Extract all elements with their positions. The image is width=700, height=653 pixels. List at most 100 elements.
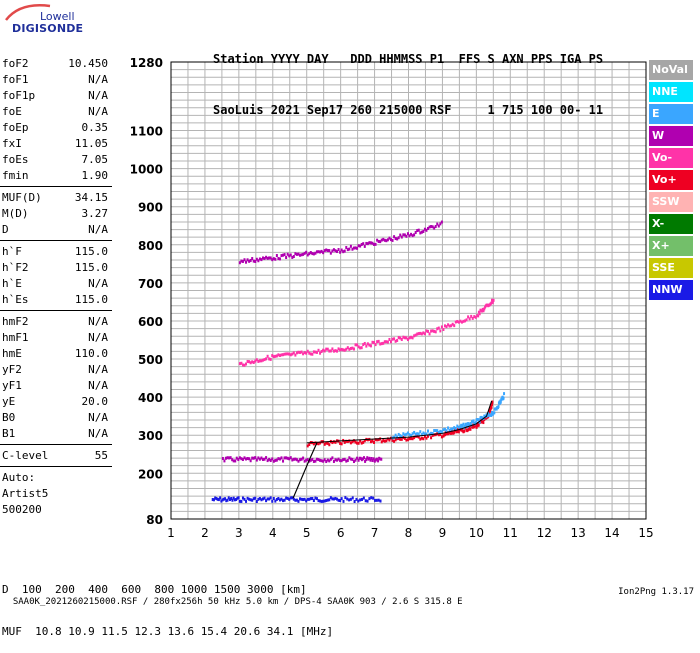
echo-point xyxy=(348,347,351,351)
echo-point xyxy=(223,459,226,463)
echo-point xyxy=(406,438,409,442)
echo-point xyxy=(351,440,354,444)
echo-point xyxy=(219,496,222,500)
echo-point xyxy=(230,496,233,500)
echo-point xyxy=(320,499,323,503)
x-tick-label: 10 xyxy=(469,526,484,540)
echo-point xyxy=(376,340,379,344)
param-row: B1 N/A xyxy=(2,427,108,440)
param-row: foEs 7.05 xyxy=(2,153,108,166)
legend-item: X- xyxy=(649,214,693,234)
y-tick-label: 1100 xyxy=(130,125,163,139)
header-line-1: Station YYYY DAY DDD HHMMSS P1 FFS S AXN… xyxy=(213,52,604,66)
echo-point xyxy=(271,258,274,262)
legend-item: NNE xyxy=(649,82,693,102)
echo-point xyxy=(322,499,325,503)
echo-point xyxy=(251,360,254,364)
echo-point xyxy=(491,298,494,302)
y-tick-label: 1280 xyxy=(130,56,163,70)
echo-point xyxy=(399,434,402,438)
echo-point xyxy=(457,425,460,429)
echo-point xyxy=(319,351,322,355)
echo-point xyxy=(503,392,506,396)
echo-point xyxy=(399,437,402,441)
echo-point xyxy=(306,253,309,257)
legend-item: E xyxy=(649,104,693,124)
echo-point xyxy=(312,459,315,463)
echo-point xyxy=(254,359,257,363)
echo-point xyxy=(477,314,480,318)
echo-point xyxy=(297,350,300,354)
echo-point xyxy=(328,249,331,253)
echo-point xyxy=(373,242,376,246)
echo-point xyxy=(238,362,241,366)
echo-point xyxy=(440,430,443,434)
echo-point xyxy=(394,237,397,241)
echo-point xyxy=(252,259,255,263)
echo-point xyxy=(371,340,374,344)
echo-point xyxy=(275,254,278,258)
echo-point xyxy=(326,498,329,502)
echo-point xyxy=(255,257,258,261)
echo-point xyxy=(423,432,426,436)
echo-point xyxy=(448,428,451,432)
echo-point xyxy=(428,225,431,229)
echo-point xyxy=(470,423,473,427)
echo-point xyxy=(302,252,305,256)
station-header: Station YYYY DAY DDD HHMMSS P1 FFS S AXN… xyxy=(213,17,603,136)
echo-point xyxy=(351,496,354,500)
echo-point xyxy=(329,349,332,353)
echo-point xyxy=(393,337,396,341)
echo-point xyxy=(471,425,474,429)
echo-point xyxy=(383,340,386,344)
echo-point xyxy=(345,347,348,351)
echo-point xyxy=(497,405,500,409)
echo-point xyxy=(399,233,402,237)
echo-point xyxy=(417,432,420,436)
echo-point xyxy=(363,456,366,460)
echo-point xyxy=(469,421,472,425)
file-info-footer: SAA0K_2021260215000.RSF / 280fx256h 50 k… xyxy=(2,587,698,617)
echo-point xyxy=(374,242,377,246)
echo-point xyxy=(439,433,442,437)
echo-point xyxy=(427,226,430,230)
echo-point xyxy=(286,496,289,500)
echo-point xyxy=(282,353,285,357)
echo-point xyxy=(437,224,440,228)
echo-point xyxy=(489,408,492,412)
echo-point xyxy=(314,441,317,445)
echo-point xyxy=(422,431,425,435)
echo-point xyxy=(295,458,298,462)
echo-point xyxy=(442,428,445,432)
echo-point xyxy=(476,422,479,426)
echo-point xyxy=(241,259,244,263)
echo-point xyxy=(221,456,224,460)
echo-point xyxy=(456,430,459,434)
echo-point xyxy=(443,324,446,328)
divider xyxy=(0,310,112,311)
echo-point xyxy=(323,442,326,446)
echo-point xyxy=(380,238,383,242)
echo-point xyxy=(329,496,332,500)
echo-point xyxy=(224,497,227,501)
echo-point xyxy=(224,456,227,460)
echo-point xyxy=(257,456,260,460)
echo-point xyxy=(443,433,446,437)
echo-point xyxy=(336,497,339,501)
echo-point xyxy=(394,339,397,343)
echo-point xyxy=(265,499,268,503)
echo-point xyxy=(266,459,269,463)
y-tick-label: 400 xyxy=(138,391,163,405)
echo-point xyxy=(328,349,331,353)
echo-point xyxy=(329,251,332,255)
echo-point xyxy=(269,459,272,463)
echo-point xyxy=(308,351,311,355)
echo-point xyxy=(345,246,348,250)
echo-point xyxy=(403,433,406,437)
echo-point xyxy=(340,459,343,463)
echo-point xyxy=(336,250,339,254)
echo-point xyxy=(430,225,433,229)
echo-point xyxy=(314,350,317,354)
echo-point xyxy=(369,344,372,348)
echo-point xyxy=(261,256,264,260)
